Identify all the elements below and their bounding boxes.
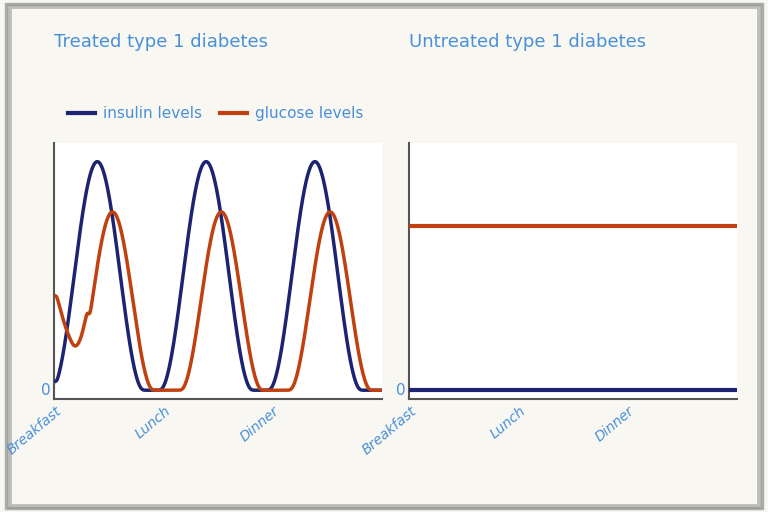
Text: Treated type 1 diabetes: Treated type 1 diabetes	[54, 33, 268, 51]
Legend: insulin levels, glucose levels: insulin levels, glucose levels	[61, 100, 369, 127]
Text: 0: 0	[396, 382, 406, 398]
Text: Untreated type 1 diabetes: Untreated type 1 diabetes	[409, 33, 646, 51]
Text: 0: 0	[41, 382, 51, 398]
